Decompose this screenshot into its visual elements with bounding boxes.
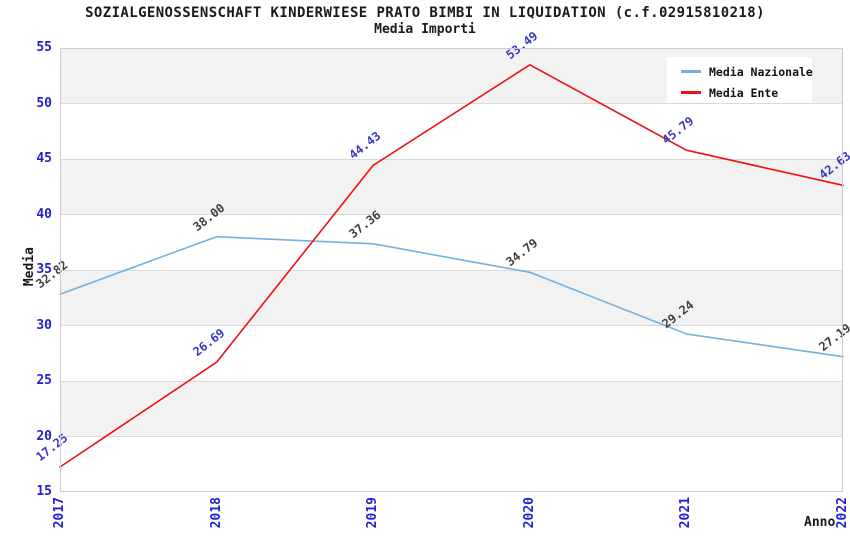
plot-band	[60, 159, 843, 215]
y-tick-label: 30	[36, 317, 52, 333]
line-chart-canvas	[59, 63, 844, 468]
chart-title: SOZIALGENOSSENSCHAFT KINDERWIESE PRATO B…	[85, 5, 765, 21]
legend: Media Nazionale Media Ente	[667, 57, 813, 103]
y-tick-label: 25	[36, 373, 52, 388]
x-tick-label: 2018	[208, 497, 224, 529]
x-tick-label: 2019	[365, 497, 381, 529]
plot-band	[60, 214, 843, 270]
y-tick-label: 45	[36, 151, 52, 166]
x-tick-label: 2017	[52, 497, 67, 529]
y-tick-label: 20	[36, 428, 52, 444]
x-tick-label: 2021	[678, 497, 694, 529]
gridline	[60, 214, 843, 215]
gridline	[60, 158, 843, 160]
gridline	[60, 269, 843, 271]
y-tick-label: 50	[36, 95, 52, 111]
x-axis-title: Anno	[804, 515, 836, 530]
media-ente-line-swatch-icon	[681, 91, 701, 94]
plot-band	[60, 381, 843, 437]
y-tick-label: 35	[36, 262, 52, 277]
legend-label: Media Nazionale	[709, 64, 813, 79]
x-tick-label: 2020	[521, 497, 537, 529]
gridline	[60, 325, 843, 326]
chart-subtitle: Media Importi	[374, 22, 476, 37]
y-tick-label: 15	[36, 484, 52, 499]
plot-band	[60, 436, 843, 492]
plot-area: 32.82 38.00 37.36 34.79 29.24 27.19 17.25 26.69…	[33, 28, 850, 492]
gridline	[60, 436, 843, 437]
gridline	[60, 380, 843, 382]
legend-label: Media Ente	[709, 85, 779, 100]
media-nazionale-line	[59, 235, 844, 358]
media-nazionale-line-swatch-icon	[681, 70, 701, 73]
plot-band	[60, 103, 843, 159]
legend-item-media-nazionale: Media Nazionale	[667, 61, 813, 82]
y-tick-label: 55	[36, 40, 52, 55]
plot-band	[60, 270, 843, 326]
x-tick-label: 2022	[835, 497, 850, 529]
plot-band	[60, 325, 843, 381]
media-ente-line	[59, 63, 844, 468]
gridline	[60, 103, 843, 104]
legend-item-media-ente: Media Ente	[667, 82, 812, 103]
y-tick-label: 40	[36, 206, 52, 222]
